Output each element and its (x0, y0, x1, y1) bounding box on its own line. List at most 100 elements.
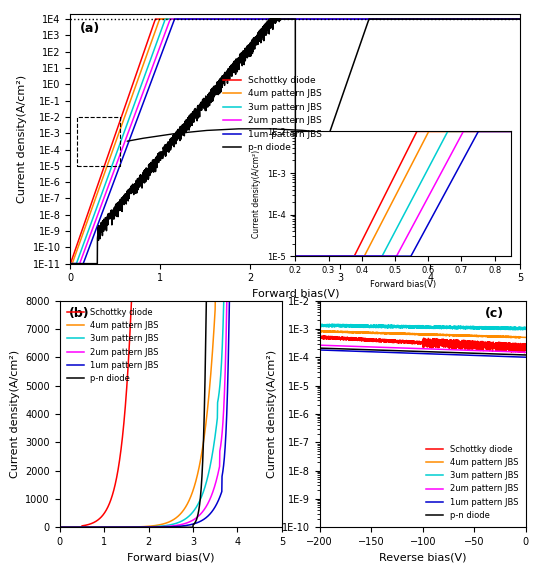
4um pattern JBS (522, 334, 529, 341)
Schottky diode (522, 345, 529, 352)
p-n diode (119, 205, 125, 211)
4um pattern JBS (119, 121, 125, 128)
p-n diode (67, 260, 74, 267)
2um pattern JBS (517, 16, 524, 23)
1um pattern JBS (279, 283, 285, 290)
3um pattern JBS (162, 16, 169, 23)
Line: p-n diode: p-n diode (60, 286, 282, 527)
4um pattern JBS (327, 328, 334, 335)
2um pattern JBS (508, 16, 515, 23)
3um pattern JBS (517, 325, 523, 332)
Schottky diode (119, 112, 125, 119)
1um pattern JBS (479, 352, 485, 359)
2um pattern JBS (167, 16, 173, 23)
p-n diode (279, 283, 285, 290)
3um pattern JBS (319, 321, 325, 328)
Text: (b): (b) (68, 307, 89, 320)
Line: 4um pattern JBS: 4um pattern JBS (60, 286, 282, 527)
Text: (a): (a) (80, 22, 100, 35)
p-n diode (327, 345, 333, 352)
4um pattern JBS (517, 16, 524, 23)
4um pattern JBS (460, 16, 467, 23)
Schottky diode (521, 349, 527, 356)
4um pattern JBS (517, 335, 523, 341)
1um pattern JBS (460, 16, 467, 23)
1um pattern JBS (508, 16, 515, 23)
p-n diode (517, 352, 523, 358)
p-n diode (517, 352, 523, 358)
2um pattern JBS (522, 349, 529, 356)
Schottky diode (517, 16, 524, 23)
3um pattern JBS (240, 16, 247, 23)
p-n diode (203, 283, 210, 290)
Schottky diode (67, 260, 74, 267)
p-n diode (479, 350, 485, 357)
p-n diode (417, 348, 423, 355)
Schottky diode (411, 339, 418, 346)
2um pattern JBS (460, 16, 467, 23)
Schottky diode (68, 524, 74, 531)
2um pattern JBS (272, 283, 279, 290)
1um pattern JBS (517, 354, 523, 361)
Line: Schottky diode: Schottky diode (320, 336, 526, 353)
3um pattern JBS (272, 283, 279, 290)
Legend: Schottky diode, 4um pattern JBS, 3um pattern JBS, 2um pattern JBS, 1um pattern J: Schottky diode, 4um pattern JBS, 3um pat… (219, 72, 325, 156)
p-n diode (158, 524, 165, 531)
1um pattern JBS (68, 524, 74, 531)
3um pattern JBS (68, 524, 74, 531)
4um pattern JBS (56, 524, 63, 531)
p-n diode (240, 48, 246, 54)
p-n diode (267, 16, 273, 23)
1um pattern JBS (145, 86, 152, 92)
4um pattern JBS (240, 16, 247, 23)
3um pattern JBS (272, 283, 279, 290)
3um pattern JBS (479, 323, 485, 330)
4um pattern JBS (158, 521, 165, 528)
X-axis label: Forward bias(V): Forward bias(V) (127, 553, 215, 562)
1um pattern JBS (417, 350, 423, 357)
3um pattern JBS (522, 324, 529, 331)
p-n diode (259, 27, 266, 34)
1um pattern JBS (272, 283, 279, 290)
4um pattern JBS (279, 283, 285, 290)
1um pattern JBS (522, 354, 529, 361)
3um pattern JBS (327, 322, 334, 329)
4um pattern JBS (517, 335, 523, 341)
Legend: Schottky diode, 4um pattern JBS, 3um pattern JBS, 2um pattern JBS, 1um pattern J: Schottky diode, 4um pattern JBS, 3um pat… (64, 304, 163, 386)
p-n diode (317, 345, 323, 352)
1um pattern JBS (327, 347, 333, 354)
1um pattern JBS (411, 350, 418, 357)
4um pattern JBS (515, 335, 521, 341)
Schottky diode (272, 283, 279, 290)
Schottky diode (129, 283, 136, 290)
Line: 1um pattern JBS: 1um pattern JBS (70, 19, 520, 264)
3um pattern JBS (517, 16, 524, 23)
Line: 3um pattern JBS: 3um pattern JBS (60, 286, 282, 527)
2um pattern JBS (517, 349, 523, 356)
2um pattern JBS (158, 523, 165, 530)
2um pattern JBS (411, 345, 418, 352)
1um pattern JBS (158, 524, 165, 531)
Schottky diode (231, 283, 238, 290)
Line: 1um pattern JBS: 1um pattern JBS (320, 350, 526, 357)
p-n diode (460, 16, 467, 23)
4um pattern JBS (260, 16, 266, 23)
3um pattern JBS (56, 524, 63, 531)
p-n diode (145, 175, 152, 182)
Line: Schottky diode: Schottky diode (60, 286, 282, 527)
2um pattern JBS (240, 16, 247, 23)
3um pattern JBS (145, 62, 152, 69)
2um pattern JBS (272, 283, 279, 290)
Y-axis label: Current density(A/cm²): Current density(A/cm²) (267, 350, 276, 478)
1um pattern JBS (272, 283, 279, 290)
Y-axis label: Current density(A/cm²): Current density(A/cm²) (17, 75, 27, 203)
Line: p-n diode: p-n diode (320, 348, 526, 355)
Schottky diode (152, 16, 159, 23)
3um pattern JBS (231, 283, 238, 290)
1um pattern JBS (164, 523, 171, 530)
4um pattern JBS (68, 524, 74, 531)
Line: Schottky diode: Schottky diode (70, 19, 520, 264)
1um pattern JBS (67, 260, 74, 267)
Schottky diode (460, 16, 467, 23)
1um pattern JBS (231, 283, 238, 290)
